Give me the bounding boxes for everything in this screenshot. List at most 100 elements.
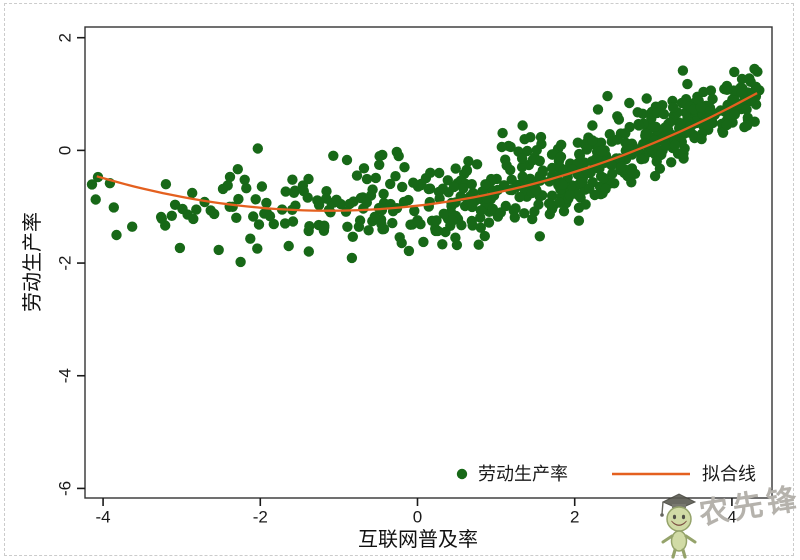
scatter-point [632, 107, 643, 118]
scatter-point [177, 203, 188, 215]
scatter-point [581, 144, 593, 155]
scatter-point [641, 93, 652, 104]
scatter-point [213, 244, 224, 256]
scatter-point [387, 217, 398, 229]
scatter-point [412, 215, 423, 226]
scatter-point [261, 197, 272, 209]
scatter-point [268, 218, 279, 230]
scatter-point [298, 186, 309, 197]
scatter-point [592, 104, 604, 115]
scatter-point [287, 174, 298, 185]
scatter-point [342, 221, 353, 232]
scatter-point [290, 200, 301, 211]
scatter-point [458, 183, 469, 194]
scatter-point [232, 164, 243, 175]
scatter-point [369, 211, 380, 222]
scatter-point [341, 154, 353, 166]
watermark-text: 农先锋 [696, 482, 800, 531]
scatter-point [530, 184, 542, 195]
scatter-point [557, 179, 568, 190]
scatter-point [321, 193, 332, 204]
scatter-point [463, 156, 474, 167]
scatter-point [612, 134, 623, 145]
scatter-point [90, 194, 101, 205]
fit-line [96, 92, 758, 212]
scatter-point [505, 141, 516, 153]
legend-scatter-label: 劳动生产率 [478, 464, 568, 484]
scatter-point [577, 177, 588, 188]
scatter-point [461, 165, 473, 176]
scatter-point [191, 204, 202, 215]
scatter-point [702, 119, 713, 130]
x-tick-label: 0 [413, 508, 422, 527]
scatter-point [252, 143, 263, 154]
scatter-point [108, 202, 120, 213]
scatter-point [558, 165, 569, 176]
scatter-point [166, 210, 177, 221]
scatter-point [516, 153, 528, 164]
scatter-point [651, 156, 662, 167]
scatter-point [613, 114, 625, 125]
scatter-point [358, 163, 370, 174]
scatter-point [572, 189, 583, 200]
scatter-point [390, 171, 401, 182]
x-tick-label: 4 [727, 508, 736, 527]
scatter-point [431, 215, 442, 226]
scatter-point [739, 121, 750, 133]
scatter-point [640, 128, 651, 139]
scatter-point [188, 213, 199, 225]
scatter-point [558, 206, 570, 217]
scatter-point [475, 222, 486, 233]
scatter-point [378, 188, 389, 200]
scatter-point [446, 200, 457, 212]
scatter-point [248, 211, 259, 222]
scatter-point [361, 197, 372, 208]
scatter-point [231, 212, 242, 223]
scatter-point [287, 216, 299, 227]
scatter-point [705, 85, 717, 96]
scatter-point [522, 145, 533, 157]
scatter-point [607, 168, 618, 179]
scatter-point [483, 217, 495, 228]
scatter-point [500, 200, 511, 212]
scatter-point [543, 198, 555, 209]
scatter-point [239, 174, 250, 185]
scatter-point [370, 172, 381, 184]
scatter-point [480, 179, 491, 190]
scatter-point [479, 230, 490, 242]
scatter-point [399, 162, 410, 173]
scatter-point [385, 178, 396, 190]
y-tick-label: -2 [56, 256, 75, 271]
y-tick-label: 2 [56, 33, 75, 42]
scatter-point [496, 141, 507, 153]
scatter-point [666, 157, 677, 168]
scatter-point [534, 231, 545, 242]
scatter-point [606, 160, 617, 171]
scatter-point [303, 246, 314, 257]
scatter-point [717, 127, 729, 138]
x-tick-label: 2 [570, 508, 579, 527]
scatter-point [519, 208, 530, 219]
scatter-point [556, 139, 567, 150]
scatter-point [280, 186, 291, 197]
scatter-point [328, 150, 339, 161]
scatter-point [696, 133, 707, 145]
scatter-point [288, 187, 300, 198]
scatter-point [374, 151, 385, 162]
scatter-point [466, 215, 477, 227]
scatter-point [403, 245, 415, 257]
scatter-point [432, 225, 443, 237]
scatter-point [335, 198, 346, 210]
scatter-point [346, 252, 358, 264]
scatter-point [283, 240, 294, 252]
scatter-point [505, 164, 516, 176]
scatter-point [156, 213, 167, 224]
scatter-point [351, 170, 363, 181]
scatter-point [235, 256, 246, 268]
scatter-point [600, 183, 611, 195]
scatter-point [729, 109, 740, 120]
scatter-point [418, 236, 429, 248]
scatter-point [409, 205, 420, 217]
scatter-point [437, 239, 448, 250]
